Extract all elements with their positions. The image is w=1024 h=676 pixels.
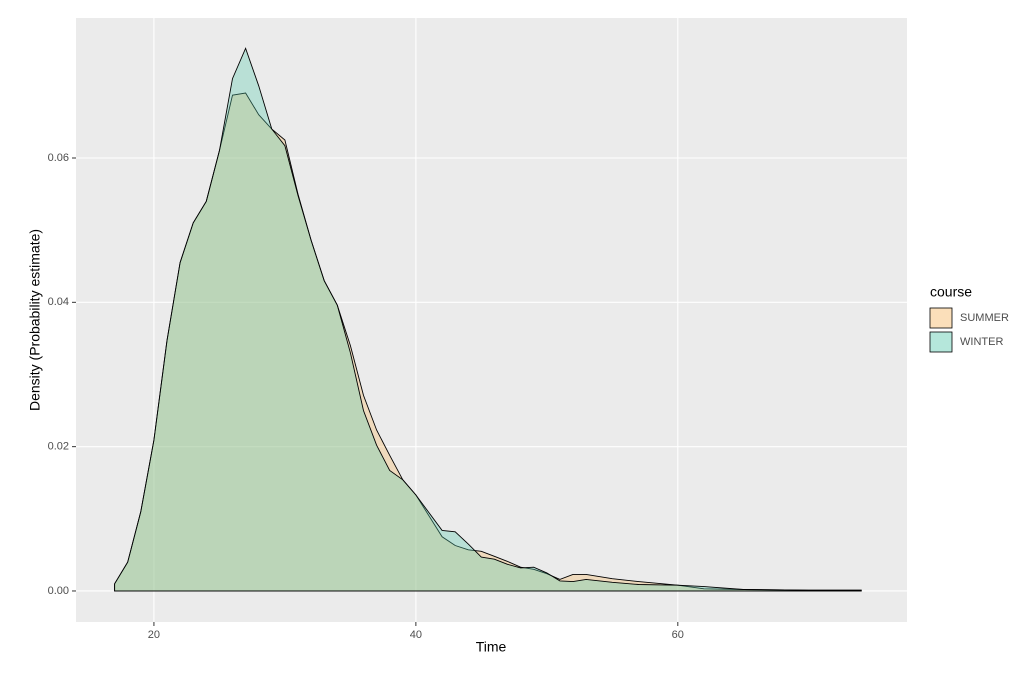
x-tick-label: 60 (672, 629, 684, 641)
y-tick-label: 0.00 (48, 585, 69, 597)
legend-label: SUMMER (960, 312, 1009, 324)
y-tick-label: 0.04 (48, 296, 69, 308)
density-area (114, 48, 862, 591)
y-tick-label: 0.06 (48, 152, 69, 164)
legend-key (929, 331, 953, 353)
areas (114, 47, 862, 592)
legend-label: WINTER (960, 336, 1003, 348)
legend: SUMMER WINTER (929, 307, 1009, 353)
y-tick-label: 0.02 (48, 441, 69, 453)
plot-panel (76, 18, 907, 622)
y-axis-title: Density (Probability estimate) (27, 229, 43, 411)
x-axis-title: Time (476, 639, 507, 655)
density-area (114, 93, 862, 591)
density-outline (114, 47, 862, 592)
legend-title: course (930, 284, 972, 300)
x-tick-label: 20 (148, 629, 160, 641)
legend-key (929, 307, 953, 329)
x-tick-label: 40 (410, 629, 422, 641)
